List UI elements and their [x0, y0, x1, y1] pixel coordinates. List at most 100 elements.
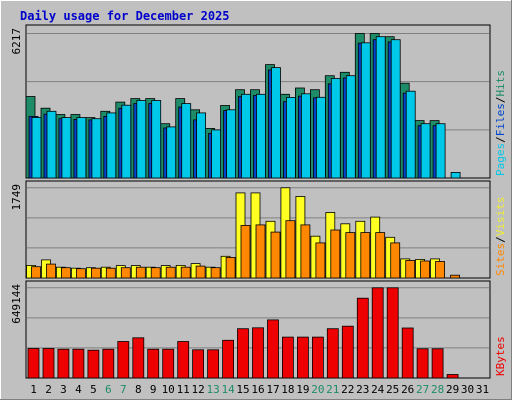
bar-kbytes-day-24: [371, 287, 384, 379]
series-legend: Pages/Files/Hits: [494, 70, 507, 176]
legend-separator: /: [494, 236, 507, 243]
bar-sites-day-29: [450, 274, 461, 279]
bar-pages-day-4: [76, 117, 87, 179]
bar-sites-day-14: [225, 256, 236, 279]
bar-sites-day-27: [420, 260, 431, 279]
x-tick-label-15: 15: [236, 383, 249, 396]
bar-sites-day-1: [31, 266, 41, 279]
bar-kbytes-day-19: [296, 336, 309, 379]
x-tick-label-3: 3: [60, 383, 67, 396]
bar-pages-day-3: [61, 117, 72, 179]
legend-pages: Pages: [494, 143, 507, 176]
bar-sites-day-5: [91, 267, 101, 279]
bar-pages-day-20: [315, 96, 326, 179]
bar-sites-day-18: [285, 220, 296, 279]
x-tick-label-16: 16: [251, 383, 264, 396]
bar-pages-day-27: [420, 123, 431, 179]
bar-sites-day-20: [315, 242, 326, 279]
x-tick-label-29: 29: [446, 383, 459, 396]
bar-kbytes-day-22: [341, 325, 354, 379]
bar-pages-day-13: [211, 129, 222, 179]
bar-pages-day-17: [271, 67, 281, 179]
legend-files: Files: [494, 103, 507, 136]
x-tick-label-11: 11: [177, 383, 190, 396]
bar-sites-day-22: [345, 232, 356, 279]
bar-sites-day-7: [120, 267, 131, 279]
bar-pages-day-15: [241, 93, 251, 179]
bar-kbytes-day-27: [416, 348, 429, 379]
x-tick-label-4: 4: [75, 383, 82, 396]
bar-kbytes-day-8: [132, 337, 145, 379]
bar-kbytes-day-14: [222, 339, 235, 379]
panel-sites-visits: 1749 Sites/Visits: [10, 180, 507, 279]
x-tick-label-17: 17: [266, 383, 279, 396]
bar-sites-day-9: [150, 267, 161, 279]
legend-kbytes: KBytes: [494, 336, 507, 376]
bar-pages-day-6: [106, 112, 117, 179]
x-tick-label-18: 18: [281, 383, 294, 396]
x-tick-label-24: 24: [371, 383, 385, 396]
bar-kbytes-day-23: [356, 297, 369, 379]
x-tick-label-20: 20: [311, 383, 324, 396]
x-tick-label-21: 21: [326, 383, 339, 396]
bar-sites-day-4: [76, 268, 86, 279]
panel-kbytes: 649144 KBytes: [10, 280, 507, 379]
ymax-label: 1749: [10, 184, 23, 211]
bar-kbytes-day-3: [57, 348, 70, 379]
bar-pages-day-8: [136, 100, 147, 179]
x-tick-label-14: 14: [221, 383, 235, 396]
bar-pages-day-25: [390, 39, 401, 179]
x-tick-label-31: 31: [476, 383, 489, 396]
bar-kbytes-day-4: [72, 348, 85, 379]
bar-sites-day-15: [240, 224, 251, 279]
x-tick-label-7: 7: [120, 383, 127, 396]
bar-pages-day-11: [181, 103, 192, 179]
bar-kbytes-day-17: [267, 319, 279, 379]
legend-separator: /: [494, 97, 507, 104]
bar-pages-day-23: [360, 42, 371, 179]
bar-sites-day-8: [135, 266, 146, 279]
legend-sites: Sites: [494, 243, 507, 276]
x-axis: 1 2 3 4 5 6 7 8 9 10 11 12 13 14 15 16 17 18 19 20 21 22 23 24 2…: [30, 383, 489, 396]
bar-kbytes-day-12: [192, 349, 205, 379]
legend-hits: Hits: [494, 70, 507, 97]
chart-title: Daily usage for December 2025: [20, 9, 230, 23]
x-tick-label-19: 19: [296, 383, 309, 396]
x-tick-label-6: 6: [105, 383, 112, 396]
x-tick-label-26: 26: [401, 383, 414, 396]
bar-kbytes-day-29: [446, 374, 459, 379]
bar-kbytes-day-21: [326, 328, 339, 379]
bar-pages-day-12: [196, 112, 207, 179]
x-tick-label-1: 1: [30, 383, 37, 396]
bar-sites-day-21: [330, 229, 341, 279]
series-legend: KBytes: [494, 336, 507, 376]
bar-sites-day-25: [390, 242, 401, 279]
bar-pages-day-14: [226, 109, 237, 179]
bar-sites-day-28: [435, 261, 446, 279]
x-tick-label-22: 22: [341, 383, 354, 396]
bar-pages-day-18: [285, 97, 296, 179]
x-tick-label-9: 9: [150, 383, 157, 396]
x-tick-label-5: 5: [90, 383, 97, 396]
bar-kbytes-day-25: [386, 287, 399, 379]
bar-pages-day-29: [450, 171, 461, 179]
bar-sites-day-10: [165, 266, 176, 279]
bar-sites-day-17: [270, 231, 281, 279]
bar-pages-day-24: [375, 36, 386, 179]
bar-sites-day-13: [210, 267, 221, 279]
x-tick-label-23: 23: [356, 383, 369, 396]
x-tick-label-30: 30: [461, 383, 474, 396]
x-tick-label-28: 28: [431, 383, 444, 396]
bar-kbytes-day-1: [27, 348, 40, 379]
bar-pages-day-21: [330, 78, 341, 179]
bar-kbytes-day-6: [102, 348, 115, 379]
bar-sites-day-16: [255, 224, 266, 279]
x-tick-label-12: 12: [191, 383, 204, 396]
bar-sites-day-3: [61, 267, 71, 279]
bar-kbytes-day-20: [311, 336, 324, 379]
x-tick-label-10: 10: [162, 383, 175, 396]
bar-kbytes-day-7: [117, 341, 130, 379]
bar-sites-day-23: [360, 232, 371, 279]
